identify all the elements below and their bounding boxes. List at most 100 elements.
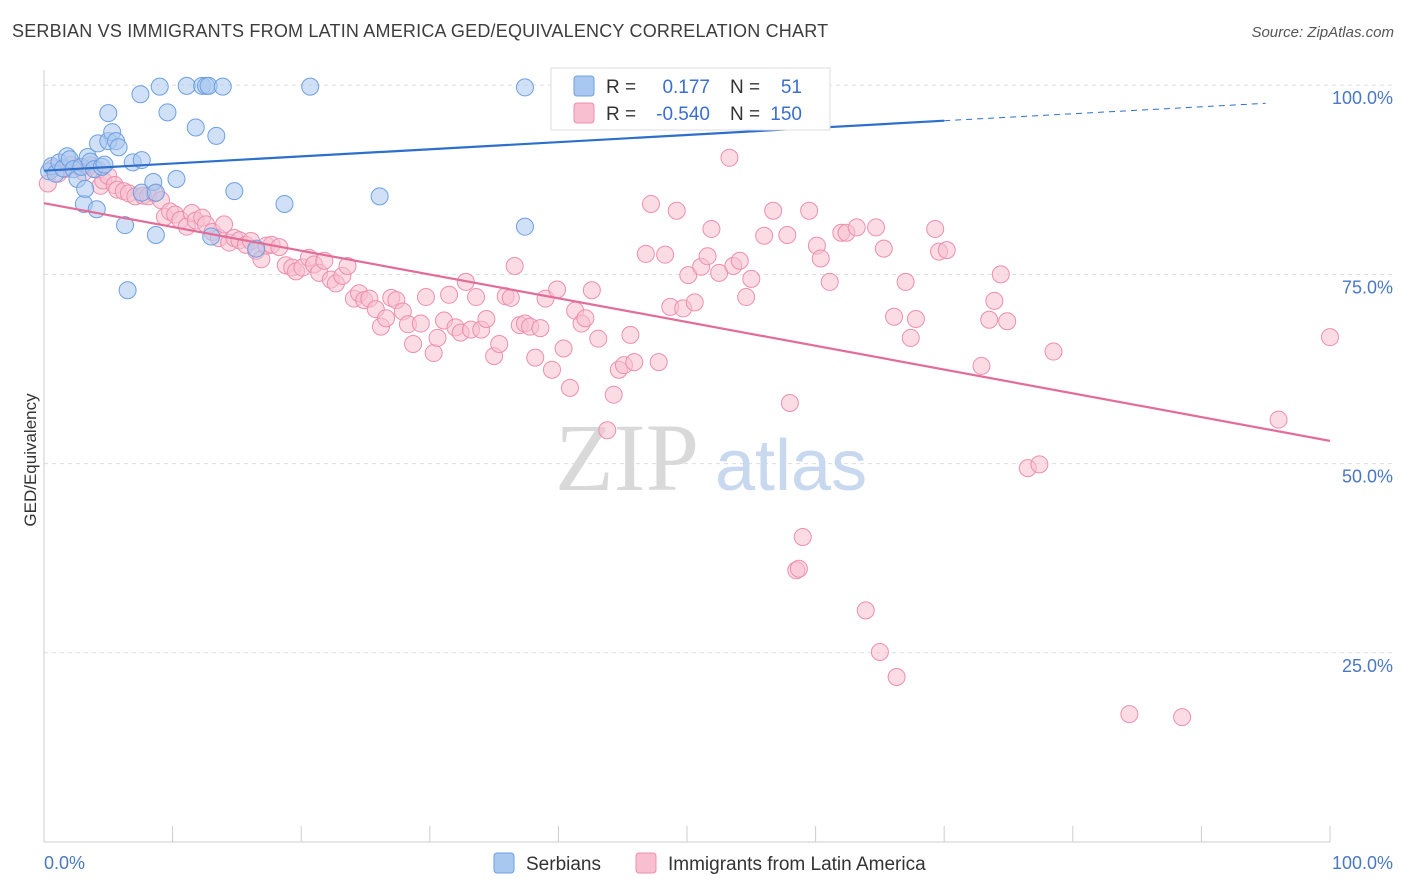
point-latin-america (598, 421, 617, 440)
y-axis-tick-labels: 25.0% 50.0% 75.0% 100.0% (1332, 88, 1393, 676)
point-serbians (207, 126, 226, 145)
point-latin-america (789, 559, 808, 578)
point-latin-america (887, 668, 906, 687)
legend-n-value-1: 51 (781, 77, 802, 98)
point-latin-america (649, 353, 668, 372)
point-latin-america (867, 218, 886, 237)
point-latin-america (820, 272, 839, 291)
point-latin-america (576, 309, 595, 328)
point-latin-america (742, 269, 761, 288)
point-latin-america (542, 360, 561, 379)
point-latin-america (720, 148, 739, 167)
legend-n-label-1: N = (730, 77, 760, 98)
x-axis-ticks (43, 826, 1331, 842)
trend-line-serbians-extension (944, 102, 1266, 122)
point-serbians (177, 76, 196, 95)
point-latin-america (926, 219, 945, 238)
y-tick-label: 50.0% (1342, 467, 1393, 487)
trend-line-latin-america (43, 202, 1331, 442)
y-tick-label: 100.0% (1332, 88, 1393, 108)
point-latin-america (501, 288, 520, 307)
point-latin-america (847, 218, 866, 237)
point-serbians (118, 281, 137, 300)
y-tick-label: 25.0% (1342, 656, 1393, 676)
y-tick-label: 75.0% (1342, 277, 1393, 297)
legend-r-value-2: -0.540 (656, 104, 710, 125)
point-serbians (87, 200, 106, 219)
point-serbians (158, 103, 177, 122)
point-latin-america (896, 272, 915, 291)
point-serbians (515, 78, 534, 97)
point-latin-america (338, 257, 357, 276)
point-latin-america (980, 310, 999, 329)
point-latin-america (998, 312, 1017, 331)
point-latin-america (991, 265, 1010, 284)
point-latin-america (885, 307, 904, 326)
point-latin-america (780, 394, 799, 413)
point-serbians (247, 239, 266, 258)
bottom-legend-swatch-serbians (493, 852, 515, 874)
watermark-atlas: atlas (715, 426, 867, 506)
point-latin-america (467, 288, 486, 307)
point-latin-america (856, 601, 875, 620)
point-serbians (225, 182, 244, 201)
point-latin-america (416, 288, 435, 307)
point-latin-america (985, 291, 1004, 310)
point-latin-america (404, 334, 423, 353)
point-latin-america (1173, 708, 1192, 727)
point-latin-america (667, 201, 686, 220)
point-latin-america (526, 348, 545, 367)
point-latin-america (554, 339, 573, 358)
point-serbians (301, 77, 320, 96)
point-latin-america (636, 244, 655, 263)
point-latin-america (698, 247, 717, 266)
legend-swatch-serbians (573, 75, 595, 97)
point-latin-america (440, 285, 459, 304)
point-serbians (150, 77, 169, 96)
point-latin-america (1120, 705, 1139, 724)
point-latin-america (972, 356, 991, 375)
bottom-legend-label-latin-america: Immigrants from Latin America (668, 854, 926, 875)
point-latin-america (215, 215, 234, 234)
legend-n-label-2: N = (730, 104, 760, 125)
point-serbians (202, 227, 221, 246)
point-latin-america (755, 226, 774, 245)
point-latin-america (531, 319, 550, 338)
point-latin-america (548, 280, 567, 299)
point-serbians (213, 77, 232, 96)
point-serbians (109, 138, 128, 157)
point-latin-america (901, 328, 920, 347)
point-serbians (186, 118, 205, 137)
point-serbians (370, 187, 389, 206)
point-latin-america (679, 266, 698, 285)
point-latin-america (424, 344, 443, 363)
point-latin-america (800, 201, 819, 220)
point-serbians (99, 104, 118, 123)
point-latin-america (582, 281, 601, 300)
point-latin-america (778, 225, 797, 244)
point-latin-america (604, 385, 623, 404)
bottom-legend-label-serbians: Serbians (526, 854, 601, 875)
point-serbians (167, 169, 186, 188)
point-serbians (95, 155, 114, 174)
point-latin-america (764, 201, 783, 220)
point-latin-america (1044, 342, 1063, 361)
point-serbians (275, 194, 294, 213)
point-latin-america (621, 325, 640, 344)
point-latin-america (477, 310, 496, 329)
chart-title: SERBIAN VS IMMIGRANTS FROM LATIN AMERICA… (12, 21, 829, 41)
point-latin-america (793, 527, 812, 546)
point-latin-america (685, 293, 704, 312)
legend-r-value-1: 0.177 (662, 77, 710, 98)
point-latin-america (906, 310, 925, 329)
point-latin-america (870, 643, 889, 662)
point-serbians (131, 85, 150, 104)
point-latin-america (625, 353, 644, 372)
point-latin-america (656, 245, 675, 264)
point-latin-america (505, 257, 524, 276)
point-latin-america (377, 309, 396, 328)
point-latin-america (641, 194, 660, 213)
point-latin-america (1269, 410, 1288, 429)
legend-swatch-latin-america (573, 102, 595, 124)
